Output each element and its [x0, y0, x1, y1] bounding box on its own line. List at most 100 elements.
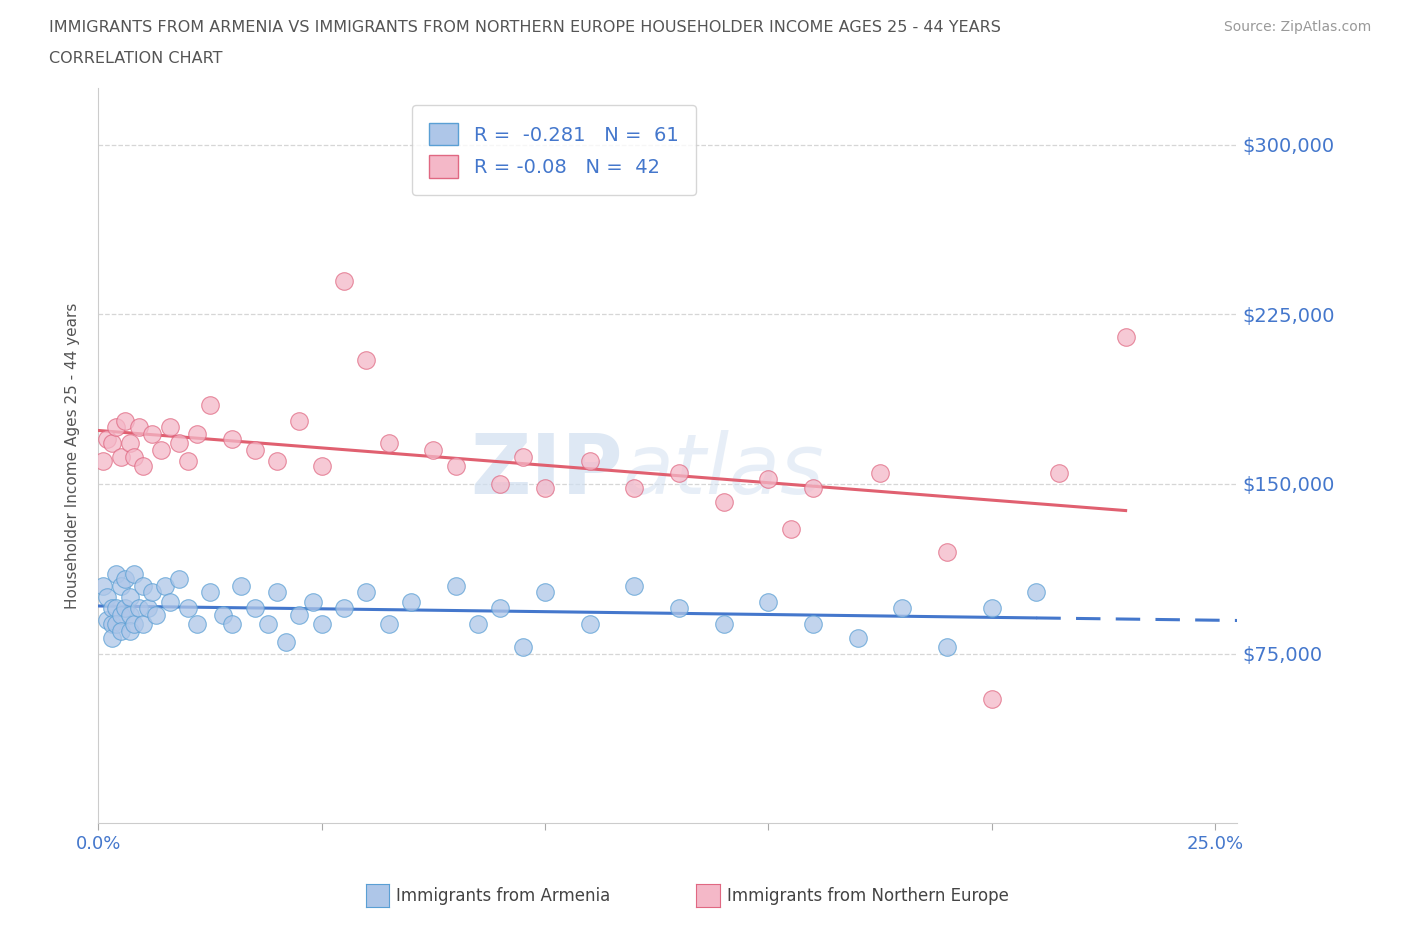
Point — [936, 544, 959, 559]
Point — [96, 612, 118, 627]
Point — [333, 273, 356, 288]
Point — [221, 432, 243, 446]
Point — [198, 585, 221, 600]
Point — [377, 436, 399, 451]
Point — [122, 449, 145, 464]
Point — [301, 594, 323, 609]
Point — [91, 454, 114, 469]
Point — [141, 585, 163, 600]
Point — [167, 571, 190, 586]
Point — [243, 443, 266, 458]
Point — [96, 590, 118, 604]
Point — [114, 571, 136, 586]
Point — [212, 607, 235, 622]
Point — [105, 617, 128, 631]
Point — [512, 449, 534, 464]
Point — [980, 691, 1002, 706]
Point — [141, 427, 163, 442]
Point — [779, 522, 801, 537]
Point — [668, 465, 690, 480]
Point — [801, 481, 824, 496]
Point — [274, 635, 297, 650]
Point — [149, 443, 172, 458]
Point — [356, 352, 378, 367]
Point — [177, 601, 200, 616]
Point — [422, 443, 444, 458]
Point — [243, 601, 266, 616]
Point — [118, 436, 141, 451]
Point — [936, 639, 959, 654]
Point — [257, 617, 280, 631]
Point — [756, 594, 779, 609]
Point — [132, 617, 155, 631]
Point — [623, 481, 645, 496]
Y-axis label: Householder Income Ages 25 - 44 years: Householder Income Ages 25 - 44 years — [65, 302, 80, 609]
Text: Immigrants from Northern Europe: Immigrants from Northern Europe — [727, 886, 1008, 905]
Point — [177, 454, 200, 469]
Point — [105, 420, 128, 435]
Point — [578, 617, 600, 631]
Point — [288, 413, 311, 428]
Point — [101, 436, 124, 451]
Point — [91, 578, 114, 593]
Point — [356, 585, 378, 600]
Text: IMMIGRANTS FROM ARMENIA VS IMMIGRANTS FROM NORTHERN EUROPE HOUSEHOLDER INCOME AG: IMMIGRANTS FROM ARMENIA VS IMMIGRANTS FR… — [49, 20, 1001, 35]
Point — [96, 432, 118, 446]
Point — [399, 594, 422, 609]
Point — [186, 427, 208, 442]
Point — [846, 631, 869, 645]
Point — [489, 601, 512, 616]
Point — [198, 397, 221, 412]
Point — [333, 601, 356, 616]
Point — [118, 590, 141, 604]
Point — [266, 454, 288, 469]
Point — [155, 578, 177, 593]
Point — [668, 601, 690, 616]
Point — [891, 601, 914, 616]
Point — [311, 458, 333, 473]
Point — [1047, 465, 1070, 480]
Point — [869, 465, 891, 480]
Point — [118, 623, 141, 638]
Point — [136, 601, 159, 616]
Point — [105, 567, 128, 582]
Legend: R =  -0.281   N =  61, R = -0.08   N =  42: R = -0.281 N = 61, R = -0.08 N = 42 — [412, 105, 696, 195]
Point — [444, 578, 467, 593]
Point — [118, 607, 141, 622]
Point — [159, 594, 181, 609]
Point — [467, 617, 489, 631]
Point — [623, 578, 645, 593]
Point — [713, 617, 735, 631]
Point — [231, 578, 253, 593]
Point — [105, 601, 128, 616]
Point — [578, 454, 600, 469]
Point — [114, 413, 136, 428]
Point — [110, 449, 132, 464]
Point — [489, 476, 512, 491]
Point — [101, 617, 124, 631]
Point — [377, 617, 399, 631]
Point — [122, 567, 145, 582]
Point — [110, 607, 132, 622]
Point — [110, 623, 132, 638]
Text: atlas: atlas — [623, 430, 824, 511]
Point — [132, 458, 155, 473]
Point — [221, 617, 243, 631]
Point — [145, 607, 167, 622]
Point — [128, 601, 150, 616]
Text: ZIP: ZIP — [470, 430, 623, 511]
Text: CORRELATION CHART: CORRELATION CHART — [49, 51, 222, 66]
Point — [288, 607, 311, 622]
Point — [266, 585, 288, 600]
Point — [186, 617, 208, 631]
Point — [1025, 585, 1047, 600]
Point — [713, 495, 735, 510]
Point — [122, 617, 145, 631]
Point — [444, 458, 467, 473]
Point — [756, 472, 779, 487]
Text: Immigrants from Armenia: Immigrants from Armenia — [396, 886, 610, 905]
Text: Source: ZipAtlas.com: Source: ZipAtlas.com — [1223, 20, 1371, 34]
Point — [159, 420, 181, 435]
Point — [980, 601, 1002, 616]
Point — [534, 585, 557, 600]
